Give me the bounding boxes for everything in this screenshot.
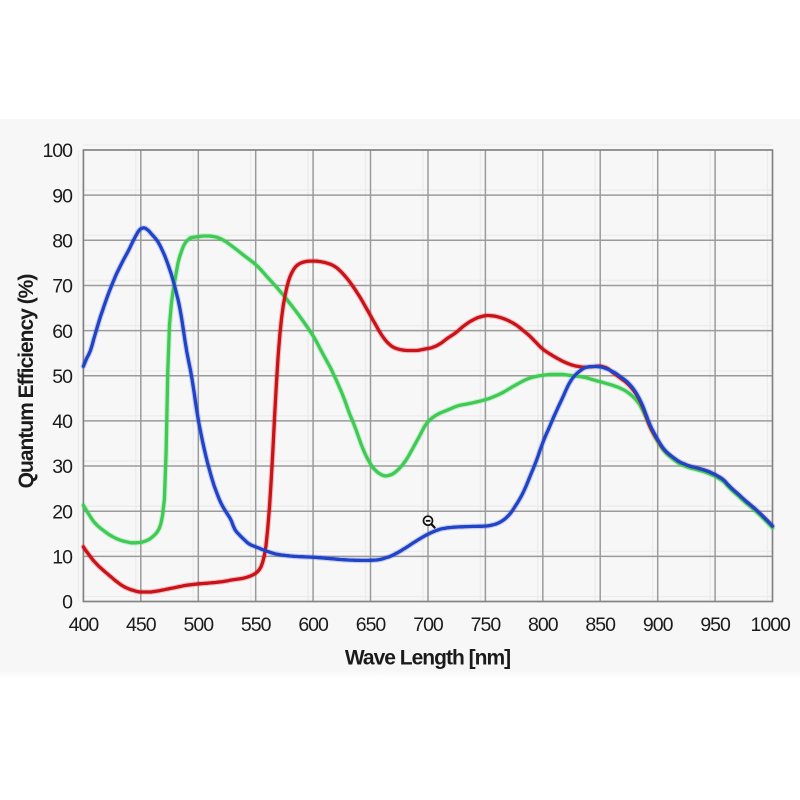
svg-text:100: 100 xyxy=(42,140,73,162)
svg-text:800: 800 xyxy=(528,614,559,636)
svg-text:850: 850 xyxy=(585,614,616,636)
svg-text:950: 950 xyxy=(700,614,731,636)
svg-text:10: 10 xyxy=(52,547,73,569)
svg-text:80: 80 xyxy=(52,231,73,253)
svg-text:Wave Length [nm]: Wave Length [nm] xyxy=(345,647,510,670)
svg-text:450: 450 xyxy=(126,614,157,636)
svg-text:70: 70 xyxy=(52,276,73,298)
svg-text:40: 40 xyxy=(52,411,73,433)
svg-text:550: 550 xyxy=(241,614,272,636)
svg-text:700: 700 xyxy=(413,614,444,636)
svg-text:30: 30 xyxy=(52,456,73,478)
svg-text:Quantum Efficiency (%): Quantum Efficiency (%) xyxy=(15,275,38,489)
svg-text:400: 400 xyxy=(69,614,100,636)
svg-text:0: 0 xyxy=(62,592,73,614)
svg-text:750: 750 xyxy=(471,614,502,636)
svg-text:20: 20 xyxy=(52,501,73,523)
svg-text:1000: 1000 xyxy=(751,614,792,636)
svg-text:650: 650 xyxy=(356,614,387,636)
svg-text:600: 600 xyxy=(298,614,329,636)
svg-text:90: 90 xyxy=(52,185,73,207)
svg-text:500: 500 xyxy=(184,614,215,636)
svg-text:50: 50 xyxy=(52,366,73,388)
svg-text:900: 900 xyxy=(643,614,674,636)
svg-text:60: 60 xyxy=(52,321,73,343)
